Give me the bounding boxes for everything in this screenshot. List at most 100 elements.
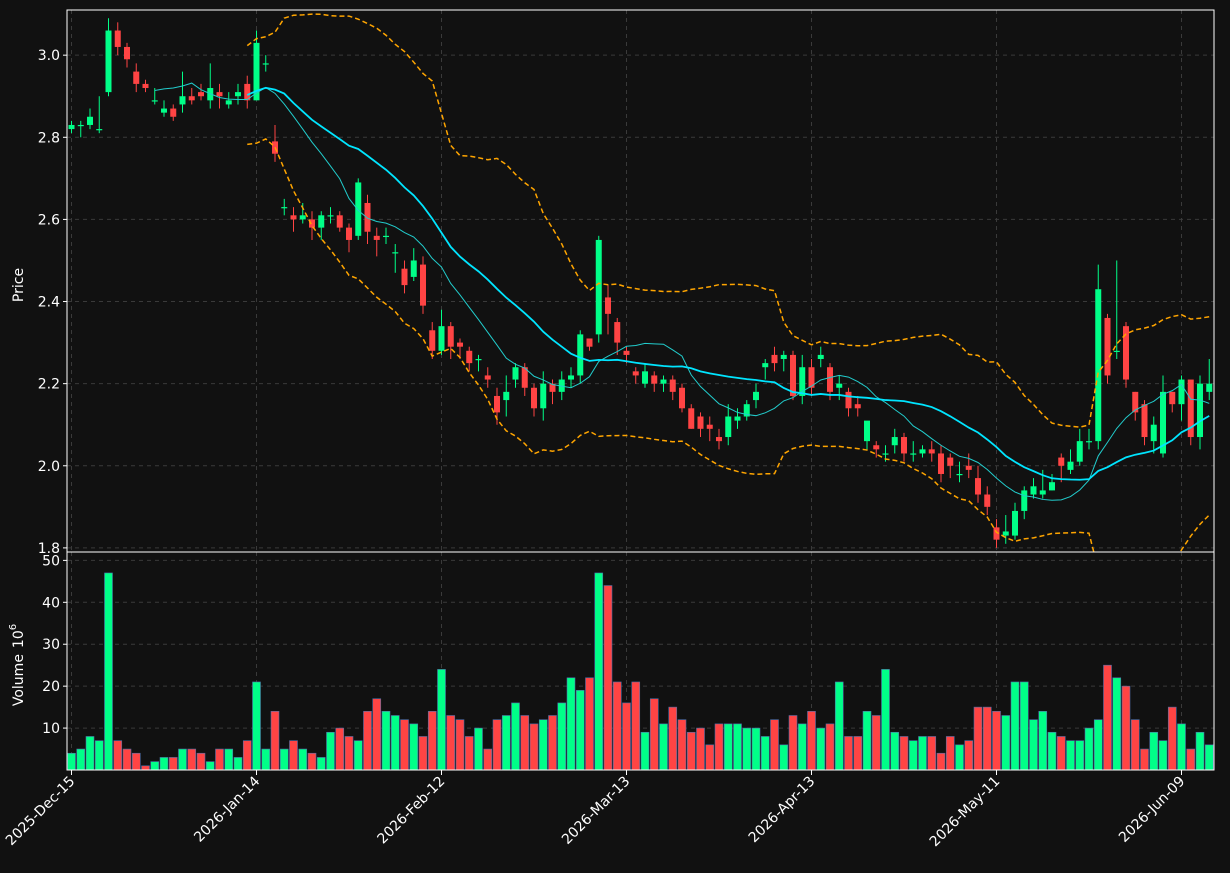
candle-body — [1123, 326, 1129, 380]
candle-down — [133, 63, 140, 93]
volume-bar-up — [224, 748, 234, 771]
candle-body — [151, 100, 158, 102]
volume-bar-down — [853, 736, 863, 771]
volume-bar-down — [418, 736, 428, 771]
price-tick-label: 1.8 — [38, 541, 60, 557]
candle-down — [124, 42, 130, 68]
candle-body — [947, 457, 954, 466]
candle-body — [836, 383, 843, 388]
candle-body — [1039, 490, 1046, 495]
candle-body — [188, 96, 195, 101]
candle-down — [1187, 379, 1194, 446]
candle-down — [771, 346, 778, 372]
candle-up — [1197, 375, 1203, 450]
candle-down — [198, 83, 204, 101]
volume-bar-up — [1029, 719, 1038, 771]
volume-bar-up — [1195, 731, 1205, 771]
candle-up — [725, 404, 732, 446]
candle-body — [290, 215, 297, 220]
volume-bar-up — [511, 702, 520, 771]
candle-down — [854, 395, 861, 417]
volume-bar-down — [603, 585, 613, 771]
candle-down — [346, 223, 352, 253]
volume-bar-up — [1112, 677, 1122, 771]
candle-body — [882, 453, 889, 455]
upper-band-line — [246, 13, 1210, 428]
candle-body — [1160, 391, 1166, 454]
candle-down — [216, 83, 223, 109]
volume-bar-down — [520, 715, 530, 771]
candle-down — [947, 453, 954, 479]
candle-down — [420, 256, 426, 314]
candle-body — [346, 227, 352, 240]
volume-bar-down — [973, 706, 983, 771]
candle-body — [1150, 424, 1157, 442]
volume-bar-up — [751, 727, 761, 771]
candle-up — [1021, 486, 1028, 520]
volume-bar-down — [770, 719, 779, 771]
candle-body — [105, 30, 112, 93]
candle-up — [595, 235, 602, 343]
price-tick-label: 2.4 — [38, 295, 60, 311]
candle-body — [1012, 510, 1018, 536]
candle-down — [827, 363, 833, 401]
volume-bar-up — [733, 723, 742, 771]
candle-body — [651, 375, 658, 384]
volume-bar-up — [834, 681, 844, 771]
volume-bar-down — [871, 715, 881, 771]
candle-body — [864, 420, 870, 442]
candle-up — [817, 346, 824, 368]
volume-bar-down — [927, 736, 937, 771]
volume-bar-up — [76, 748, 86, 771]
candle-body — [873, 445, 880, 450]
candle-body — [716, 437, 722, 442]
volume-bar-down — [677, 719, 687, 771]
volume-bar-up — [1177, 723, 1186, 771]
candle-body — [891, 437, 898, 446]
candle-up — [392, 244, 399, 273]
candle-body — [605, 297, 611, 314]
candle-down — [244, 75, 251, 109]
volume-bar-up — [742, 727, 752, 771]
volume-bar-down — [548, 715, 557, 771]
candle-body — [808, 367, 815, 388]
candle-up — [910, 441, 917, 462]
candle-body — [1095, 289, 1102, 442]
candle-down — [1104, 313, 1111, 384]
candle-down — [697, 412, 704, 438]
candle-body — [438, 326, 445, 351]
candle-body — [244, 83, 251, 101]
candle-down — [845, 387, 852, 417]
candle-body — [142, 83, 149, 89]
candle-up — [383, 227, 389, 245]
candle-body — [928, 449, 935, 454]
volume-bar-down — [945, 736, 955, 771]
candle-up — [512, 363, 519, 388]
candle-down — [938, 445, 944, 483]
volume-bar-down — [529, 723, 539, 771]
candle-body — [1067, 461, 1074, 470]
candle-body — [1113, 350, 1120, 353]
candle-down — [586, 338, 593, 351]
candle-down — [669, 375, 676, 401]
candle-body — [984, 494, 991, 507]
candle-up — [1086, 428, 1092, 450]
candle-up — [151, 88, 158, 105]
candle-body — [993, 527, 1000, 540]
candle-down — [651, 371, 658, 392]
candle-up — [1206, 359, 1213, 401]
volume-bar-down — [714, 723, 724, 771]
volume-bar-down — [585, 677, 594, 771]
candle-down — [605, 285, 611, 335]
price-axis-label: Price — [11, 268, 27, 302]
candle-down — [679, 383, 685, 413]
price-tick-label: 2.2 — [38, 377, 60, 393]
candle-body — [161, 108, 167, 113]
candle-up — [96, 96, 103, 134]
candle-body — [595, 239, 602, 335]
candle-body — [910, 453, 917, 455]
volume-bar-down — [363, 711, 372, 771]
candle-body — [475, 359, 482, 361]
volume-bar-down — [1186, 748, 1196, 771]
